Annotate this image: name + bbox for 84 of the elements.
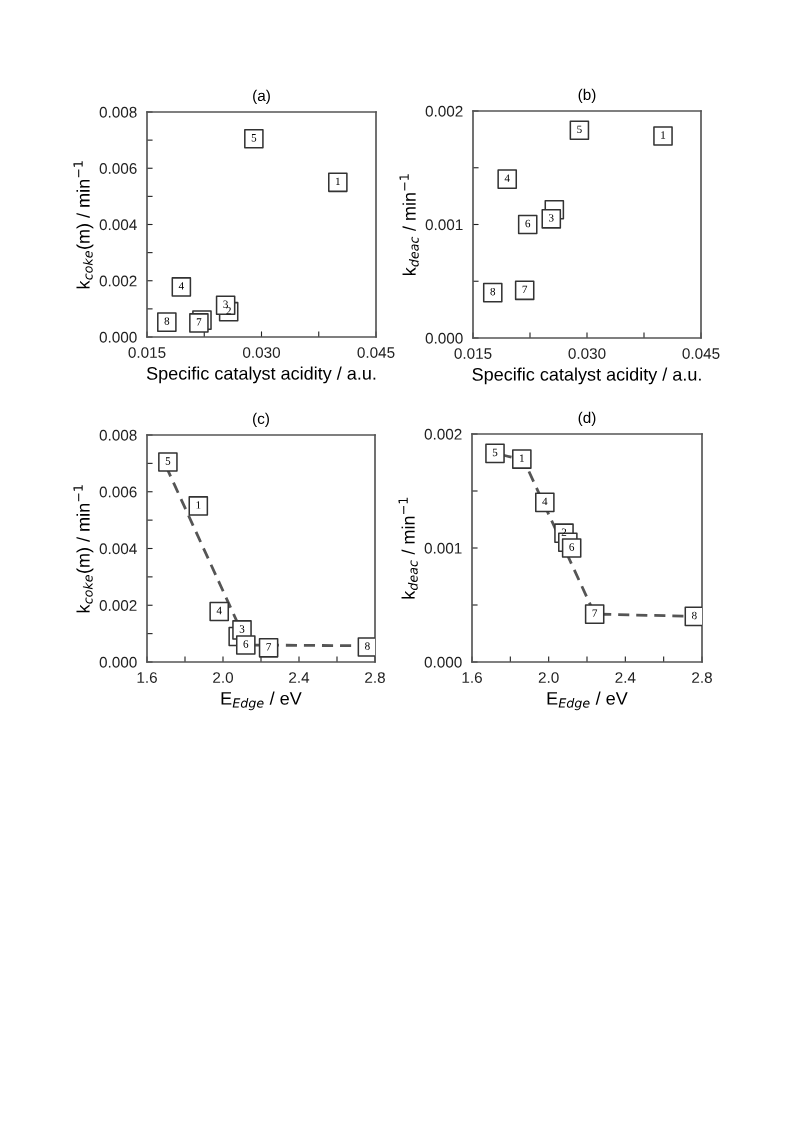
x-tick-label: 2.8 (692, 672, 712, 683)
point (188, 496, 209, 516)
point (512, 449, 532, 469)
chart-title: (a) (253, 89, 270, 105)
annotation: 7 (196, 318, 202, 326)
annotation: 4 (542, 497, 548, 506)
point (584, 604, 605, 624)
point (569, 120, 590, 141)
annotation: 8 (490, 287, 496, 296)
x-tick-label: 2.4 (615, 672, 636, 683)
annotation: 7 (522, 285, 528, 293)
x-tick-label: 2.4 (289, 672, 310, 683)
y-tick-label: 0.002 (99, 275, 137, 287)
annotation: 1 (520, 454, 524, 462)
point (482, 282, 503, 303)
x-tick-label: 2.8 (365, 672, 385, 683)
point (328, 172, 348, 193)
x-axis-title: E$_{Edge}$ / eV (221, 691, 302, 711)
y-tick-label: 0.000 (99, 331, 137, 343)
annotation: 3 (223, 300, 228, 308)
y-tick-label: 0.004 (99, 219, 137, 231)
x-tick-label: 2.0 (538, 672, 559, 683)
annotation: 5 (492, 448, 498, 457)
point (535, 492, 555, 513)
y-tick-label: 0.000 (424, 656, 462, 668)
y-tick-label: 0.006 (99, 486, 137, 498)
annotation: 3 (239, 625, 245, 633)
y-tick-label: 0.002 (424, 428, 462, 440)
x-axis-title: Specific catalyst acidity / a.u. (146, 366, 376, 384)
annotation: 8 (164, 317, 170, 325)
y-axis-title: k$_{coke}$(m) / min$^{−1}$ (73, 485, 94, 613)
y-tick-label: 0.008 (99, 106, 137, 118)
annotation: 7 (266, 643, 272, 651)
x-axis-title: E$_{Edge}$ / eV (547, 691, 628, 711)
x-tick-label: 2.0 (213, 672, 234, 683)
chart-title: (c) (253, 412, 269, 428)
y-axis-title: k$_{coke}$(m) / min$^{−1}$ (73, 161, 94, 289)
y-tick-label: 0.008 (99, 429, 137, 441)
point (561, 538, 582, 558)
annotation: 1 (661, 131, 666, 139)
chart-title: (d) (578, 411, 596, 427)
annotation: 1 (336, 177, 340, 185)
annotation: 4 (178, 282, 184, 290)
y-tick-label: 0.006 (99, 163, 137, 174)
x-tick-label: 0.015 (454, 348, 492, 359)
annotation: 4 (216, 606, 222, 615)
y-tick-label: 0.004 (99, 543, 137, 555)
annotation: 8 (691, 611, 697, 620)
point (244, 128, 264, 149)
y-tick-label: 0.002 (99, 600, 137, 611)
annotation: 2 (226, 307, 231, 315)
y-tick-label: 0.002 (425, 105, 463, 117)
annotation: 5 (577, 125, 582, 134)
annotation: 2 (561, 528, 567, 536)
annotation: 5 (165, 457, 171, 465)
annotation: 5 (251, 134, 257, 142)
annotation: 6 (243, 640, 249, 648)
point (157, 312, 177, 332)
x-tick-label: 1.6 (462, 672, 482, 683)
annotation: 3 (549, 214, 554, 222)
y-tick-label: 0.000 (425, 332, 463, 344)
annotation: 6 (569, 543, 575, 551)
point (514, 280, 535, 301)
x-tick-label: 0.015 (128, 347, 166, 358)
y-axis-title: k$_{deac}$ / min$^{−1}$ (398, 497, 418, 599)
y-axis-title: k$_{deac}$ / min$^{−1}$ (399, 174, 419, 276)
annotation: 6 (525, 219, 531, 228)
x-tick-label: 1.6 (137, 672, 157, 683)
x-tick-label: 0.045 (682, 348, 720, 359)
y-tick-label: 0.000 (99, 656, 137, 668)
x-tick-label: 0.030 (568, 348, 606, 359)
point (653, 126, 673, 146)
annotation: 4 (504, 174, 510, 182)
point (258, 637, 279, 658)
x-tick-label: 0.045 (357, 347, 395, 358)
x-axis-title: Specific catalyst acidity / a.u. (472, 367, 701, 385)
point (541, 209, 562, 229)
chart-title: (b) (578, 88, 596, 104)
x-tick-label: 0.030 (242, 347, 281, 358)
y-tick-label: 0.001 (424, 542, 462, 554)
annotation: 1 (196, 501, 201, 509)
annotation: 7 (592, 609, 598, 617)
y-tick-label: 0.001 (425, 219, 463, 231)
annotation: 8 (365, 642, 370, 650)
